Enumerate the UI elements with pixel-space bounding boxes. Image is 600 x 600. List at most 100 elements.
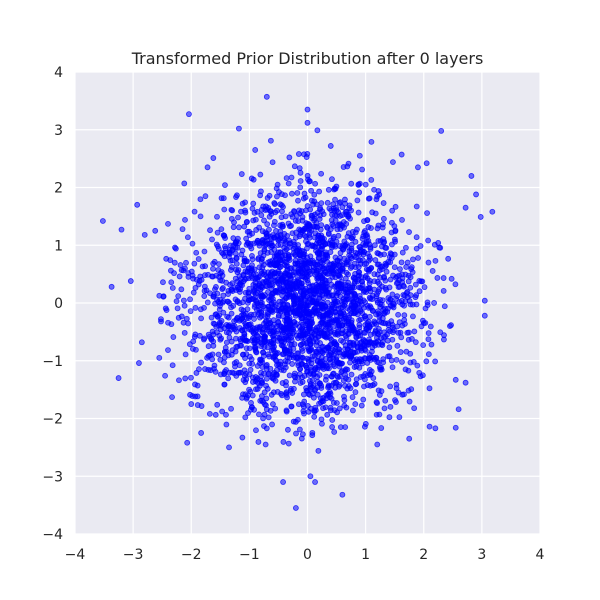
scatter-point bbox=[406, 398, 413, 405]
scatter-point bbox=[136, 360, 142, 366]
scatter-point bbox=[318, 416, 325, 423]
scatter-point bbox=[452, 281, 459, 288]
scatter-point bbox=[333, 341, 340, 348]
scatter-point bbox=[202, 263, 209, 270]
scatter-point bbox=[240, 272, 247, 279]
scatter-point bbox=[275, 319, 281, 325]
scatter-point bbox=[382, 260, 389, 267]
scatter-point bbox=[223, 339, 230, 346]
scatter-point bbox=[394, 323, 401, 330]
scatter-point bbox=[248, 245, 255, 252]
scatter-point bbox=[276, 189, 282, 196]
scatter-point bbox=[193, 370, 200, 376]
scatter-point bbox=[390, 329, 396, 336]
scatter-point bbox=[330, 347, 337, 353]
scatter-point bbox=[236, 317, 243, 324]
scatter-point bbox=[385, 305, 391, 312]
scatter-point bbox=[413, 292, 420, 299]
scatter-point bbox=[191, 260, 198, 267]
scatter-point bbox=[339, 491, 346, 498]
scatter-point bbox=[258, 239, 265, 246]
scatter-point bbox=[402, 366, 409, 373]
scatter-point bbox=[236, 289, 243, 295]
scatter-point bbox=[270, 260, 277, 267]
scatter-point bbox=[197, 196, 204, 203]
scatter-point bbox=[238, 171, 245, 177]
scatter-point bbox=[291, 244, 298, 250]
scatter-point bbox=[327, 335, 333, 341]
scatter-point bbox=[412, 339, 419, 346]
scatter-point bbox=[228, 351, 235, 358]
scatter-point bbox=[219, 299, 226, 306]
scatter-point bbox=[305, 356, 312, 363]
scatter-point bbox=[220, 309, 227, 316]
scatter-point bbox=[303, 220, 310, 227]
scatter-point bbox=[329, 373, 335, 380]
scatter-point bbox=[217, 277, 224, 284]
scatter-point bbox=[191, 333, 198, 340]
scatter-point bbox=[369, 296, 375, 302]
scatter-point bbox=[357, 298, 364, 305]
scatter-point bbox=[334, 317, 340, 323]
scatter-point bbox=[261, 248, 268, 254]
scatter-point bbox=[329, 176, 335, 183]
scatter-point bbox=[343, 289, 350, 296]
scatter-point bbox=[429, 268, 436, 274]
x-tick-label: 1 bbox=[361, 547, 370, 563]
scatter-point bbox=[162, 305, 169, 312]
scatter-point bbox=[291, 208, 297, 214]
scatter-point bbox=[277, 307, 283, 313]
scatter-point bbox=[319, 234, 325, 241]
scatter-point bbox=[294, 190, 301, 196]
scatter-point bbox=[321, 286, 328, 292]
scatter-point bbox=[295, 350, 302, 357]
scatter-point bbox=[171, 259, 178, 266]
scatter-point bbox=[263, 363, 270, 369]
scatter-point bbox=[265, 414, 272, 421]
scatter-point bbox=[267, 340, 274, 347]
scatter-point bbox=[280, 350, 287, 357]
scatter-point bbox=[362, 181, 369, 188]
scatter-point bbox=[214, 229, 221, 236]
scatter-point bbox=[138, 339, 145, 346]
scatter-point bbox=[336, 322, 342, 328]
scatter-point bbox=[284, 279, 291, 286]
scatter-point bbox=[226, 254, 232, 260]
scatter-point bbox=[329, 274, 336, 280]
scatter-point bbox=[382, 244, 389, 251]
scatter-point bbox=[233, 255, 240, 262]
scatter-point bbox=[387, 276, 394, 283]
scatter-point bbox=[352, 381, 359, 388]
scatter-point bbox=[188, 401, 195, 407]
scatter-point bbox=[115, 375, 122, 381]
scatter-point bbox=[297, 184, 304, 191]
scatter-point bbox=[389, 364, 396, 371]
scatter-point bbox=[181, 329, 188, 336]
scatter-point bbox=[407, 350, 414, 357]
scatter-point bbox=[306, 347, 313, 354]
scatter-point bbox=[168, 279, 175, 286]
scatter-point bbox=[404, 259, 411, 266]
scatter-point bbox=[215, 351, 222, 358]
scatter-point bbox=[361, 249, 367, 256]
scatter-points bbox=[100, 93, 496, 511]
scatter-point bbox=[292, 293, 299, 299]
scatter-point bbox=[200, 336, 207, 343]
scatter-point bbox=[415, 164, 421, 171]
scatter-point bbox=[296, 165, 303, 172]
scatter-point bbox=[399, 271, 405, 278]
scatter-point bbox=[172, 244, 178, 251]
scatter-point bbox=[416, 288, 423, 295]
scatter-point bbox=[374, 279, 381, 285]
scatter-point bbox=[337, 310, 344, 317]
scatter-point bbox=[314, 267, 320, 274]
scatter-point bbox=[382, 333, 389, 340]
scatter-point bbox=[241, 258, 248, 265]
scatter-point bbox=[180, 297, 187, 304]
scatter-point bbox=[342, 424, 349, 431]
x-tick-label: −4 bbox=[65, 547, 86, 563]
scatter-point bbox=[269, 421, 275, 428]
scatter-point bbox=[378, 341, 385, 348]
scatter-point bbox=[341, 397, 348, 404]
scatter-point bbox=[179, 226, 186, 233]
